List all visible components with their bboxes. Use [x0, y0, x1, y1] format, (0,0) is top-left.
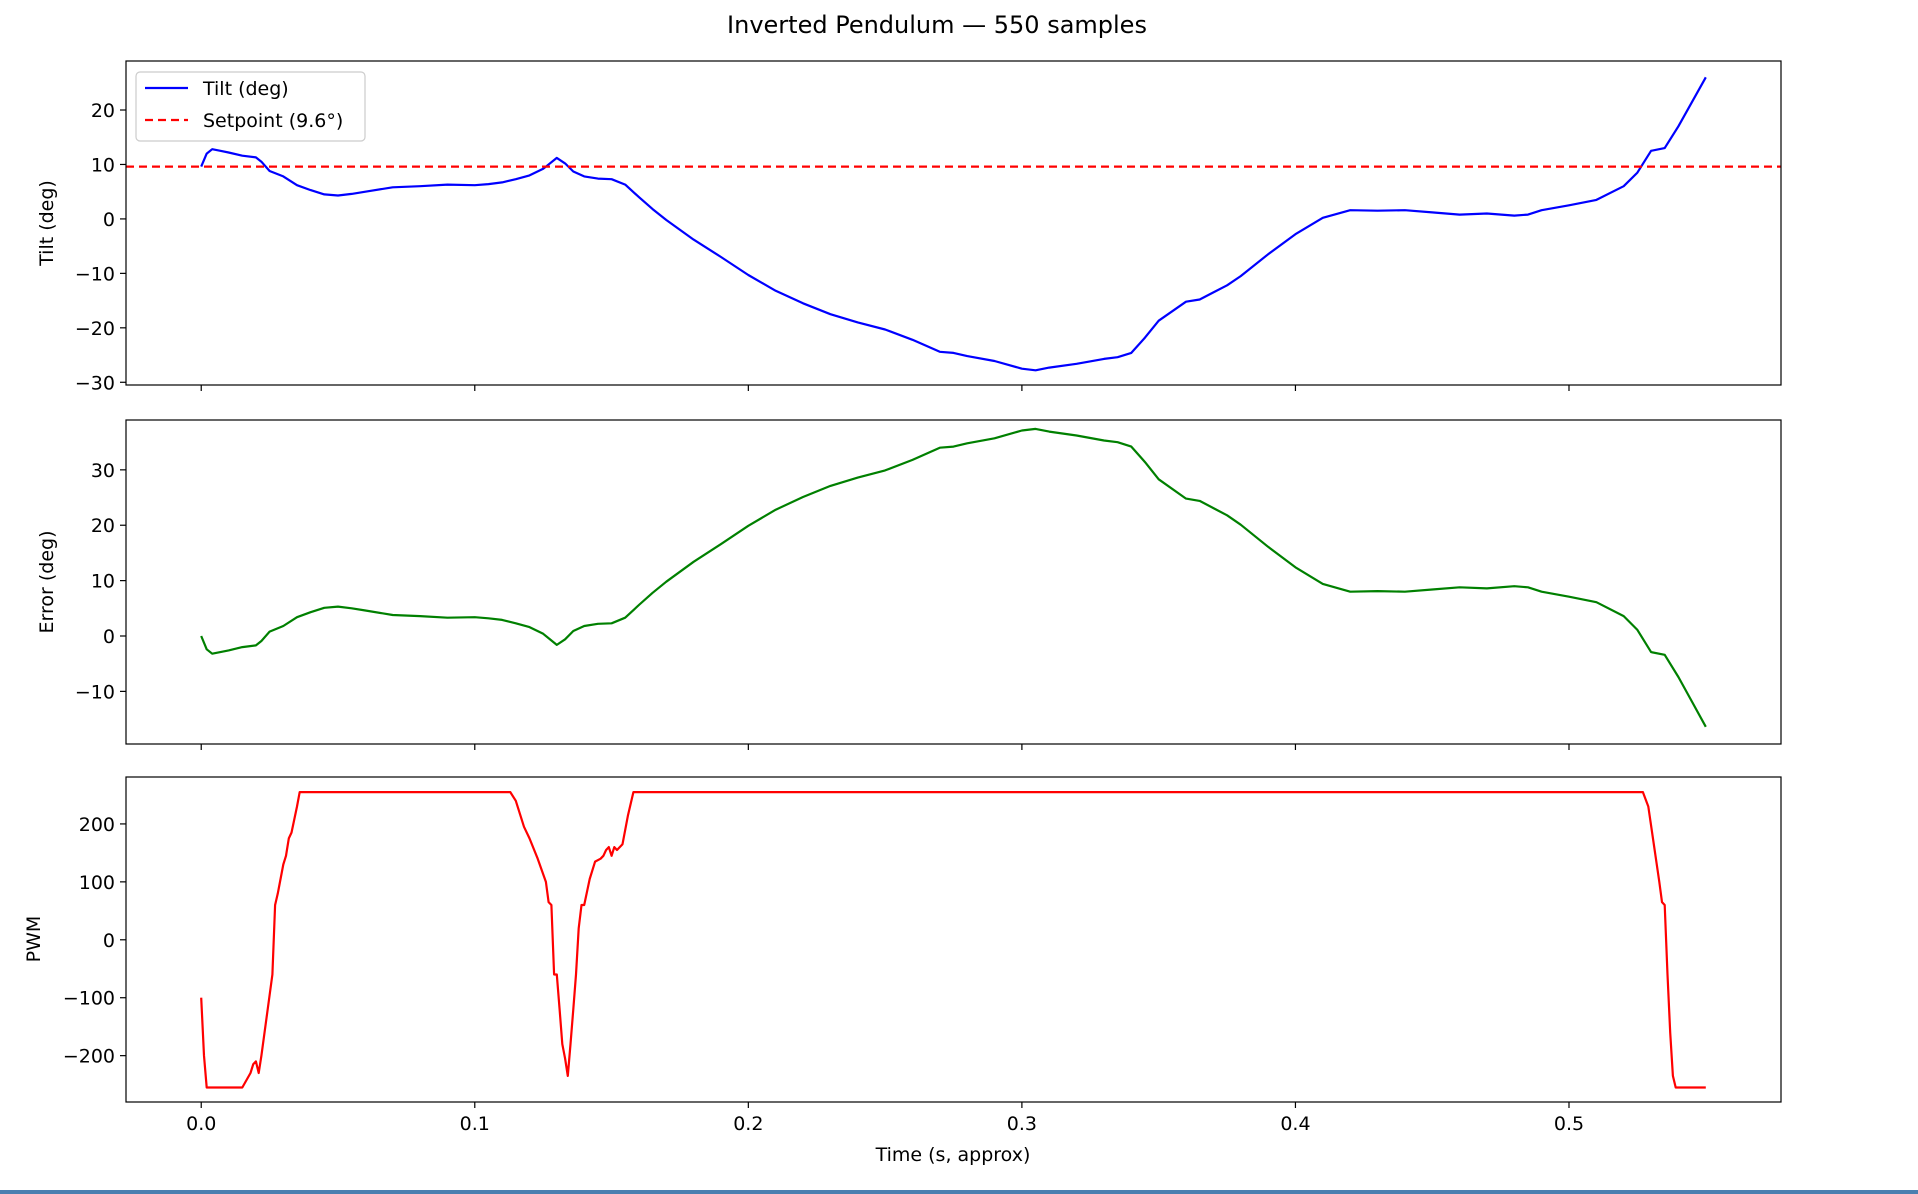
tilt-y-tick-label-0: −30	[75, 372, 115, 394]
tilt-y-tick-label-1: −20	[75, 318, 115, 340]
pwm-y-tick-label-1: −100	[63, 988, 115, 1010]
tilt-marks	[126, 76, 1781, 372]
error-axes-frame	[125, 419, 1782, 745]
pwm-y-ticks: −200 −100 0 100 200	[63, 814, 126, 1068]
pwm-y-tick-label-0: −200	[63, 1046, 115, 1068]
tilt-y-tick-label-2: −10	[75, 263, 115, 285]
pwm-marks	[200, 790, 1706, 1089]
error-y-ticks: −10 0 10 20 30	[75, 460, 126, 703]
tilt-axes-frame	[125, 60, 1782, 386]
error-x-ticks	[200, 744, 1570, 750]
tilt-y-tick-label-5: 20	[91, 100, 115, 122]
window-bottom-border	[0, 1190, 1918, 1194]
error-marks	[200, 427, 1707, 728]
tilt-y-tick-label-3: 0	[103, 209, 115, 231]
subplot-pwm: 0.0 0.1 0.2 0.3 0.4 0.5 −200 −100 0 100 200 PWM T…	[23, 776, 1782, 1166]
error-y-tick-label-4: 30	[91, 460, 115, 482]
subplot-error: −10 0 10 20 30 Error (deg)	[36, 419, 1782, 750]
tilt-y-tick-label-4: 10	[91, 154, 115, 176]
pwm-y-tick-label-3: 100	[79, 872, 115, 894]
pwm-axes-frame	[125, 776, 1782, 1103]
pwm-y-tick-label-4: 200	[79, 814, 115, 836]
tilt-y-axis-label: Tilt (deg)	[36, 180, 58, 267]
legend: Tilt (deg) Setpoint (9.6°)	[135, 71, 366, 142]
pwm-x-ticks: 0.0 0.1 0.2 0.3 0.4 0.5	[186, 1102, 1584, 1135]
tilt-series-0-line	[200, 76, 1707, 372]
tilt-y-ticks: −30 −20 −10 0 10 20	[75, 100, 126, 394]
pwm-y-axis-label: PWM	[23, 916, 45, 963]
pwm-y-tick-label-2: 0	[103, 930, 115, 952]
legend-box	[135, 71, 366, 142]
pwm-x-tick-label-1: 0.1	[460, 1113, 490, 1135]
error-y-tick-label-0: −10	[75, 681, 115, 703]
pwm-x-tick-label-2: 0.2	[733, 1113, 763, 1135]
legend-label-tilt: Tilt (deg)	[202, 78, 289, 100]
pwm-x-tick-label-3: 0.3	[1007, 1113, 1037, 1135]
figure-title: Inverted Pendulum — 550 samples	[727, 11, 1147, 39]
pwm-series-0-line	[200, 790, 1706, 1089]
pwm-x-tick-label-0: 0.0	[186, 1113, 216, 1135]
legend-label-setpoint: Setpoint (9.6°)	[203, 110, 343, 132]
error-y-tick-label-2: 10	[91, 571, 115, 593]
pwm-x-tick-label-5: 0.5	[1554, 1113, 1584, 1135]
pwm-x-tick-label-4: 0.4	[1280, 1113, 1310, 1135]
error-y-tick-label-3: 20	[91, 515, 115, 537]
error-y-axis-label: Error (deg)	[36, 531, 58, 634]
error-y-tick-label-1: 0	[103, 626, 115, 648]
tilt-x-ticks	[200, 385, 1570, 391]
subplot-tilt: −30 −20 −10 0 10 20 Tilt (deg) Tilt (deg) Set…	[36, 60, 1782, 394]
error-series-0-line	[200, 427, 1707, 728]
x-axis-label: Time (s, approx)	[875, 1144, 1031, 1166]
